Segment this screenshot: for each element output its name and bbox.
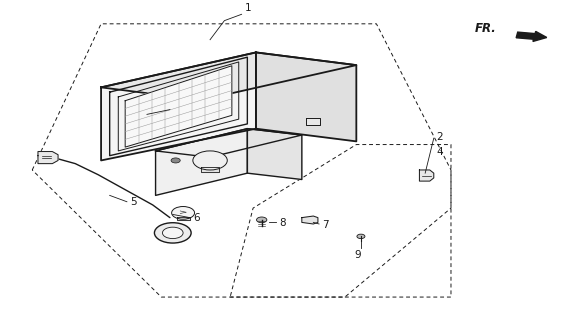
Polygon shape <box>302 216 318 224</box>
Circle shape <box>155 223 191 243</box>
Polygon shape <box>156 129 247 196</box>
Polygon shape <box>256 52 356 141</box>
Text: 8: 8 <box>279 218 286 228</box>
Circle shape <box>193 151 227 170</box>
Polygon shape <box>156 129 302 157</box>
Circle shape <box>171 206 194 219</box>
Text: 9: 9 <box>355 250 361 260</box>
Circle shape <box>163 227 183 239</box>
Polygon shape <box>201 167 218 172</box>
Text: 3: 3 <box>126 111 133 121</box>
Text: 1: 1 <box>244 3 251 13</box>
Polygon shape <box>101 52 256 160</box>
Polygon shape <box>306 117 320 125</box>
Polygon shape <box>247 129 302 180</box>
Polygon shape <box>125 66 232 147</box>
Circle shape <box>171 158 180 163</box>
Polygon shape <box>38 152 58 164</box>
Circle shape <box>256 217 267 223</box>
Polygon shape <box>101 52 356 100</box>
Text: 6: 6 <box>193 213 200 223</box>
Text: 4: 4 <box>436 148 443 157</box>
Polygon shape <box>177 217 190 220</box>
Polygon shape <box>419 170 434 181</box>
Text: 7: 7 <box>322 220 328 230</box>
Text: FR.: FR. <box>475 22 497 35</box>
Circle shape <box>357 234 365 239</box>
FancyArrow shape <box>516 31 547 42</box>
Text: 2: 2 <box>436 132 443 142</box>
Text: 5: 5 <box>130 197 136 207</box>
